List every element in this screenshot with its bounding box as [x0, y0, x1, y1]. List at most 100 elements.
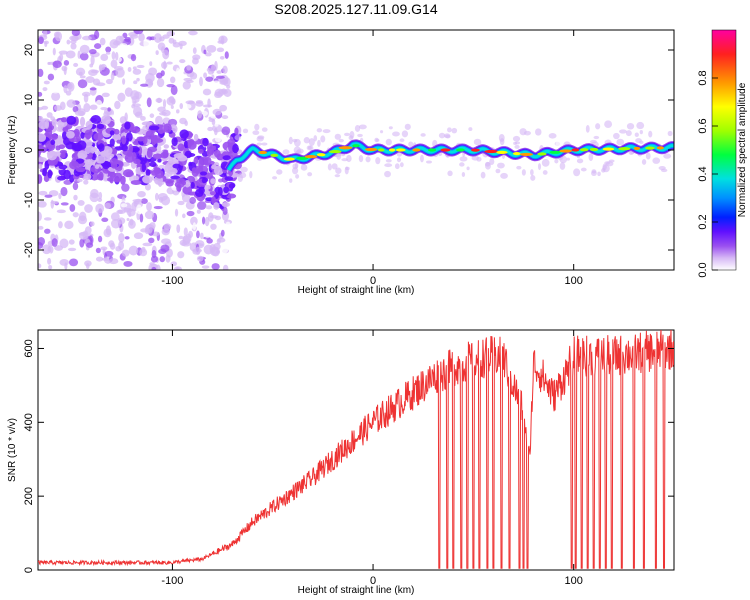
heatmap-cell [77, 79, 88, 89]
heatmap-cell [129, 126, 141, 134]
heatmap-cell [140, 83, 149, 87]
heatmap-cell [365, 156, 371, 163]
heatmap-cell [214, 136, 222, 143]
heatmap-cell [124, 121, 131, 130]
heatmap-cell [193, 36, 198, 43]
heatmap-cell [451, 127, 458, 134]
heatmap-peak [258, 150, 268, 155]
heatmap-cell [117, 209, 123, 214]
heatmap-cell [149, 113, 155, 118]
heatmap-cell [153, 33, 162, 43]
heatmap-cell [114, 100, 121, 110]
heatmap-cell [124, 152, 135, 163]
heatmap-cell [71, 35, 79, 42]
heatmap-peak [456, 148, 465, 152]
heatmap-cell [38, 200, 47, 208]
heatmap-cell [56, 209, 66, 214]
heatmap-cell [101, 217, 109, 222]
heatmap-cell [121, 249, 130, 257]
heatmap-cell [155, 264, 161, 270]
heatmap-cell [133, 232, 144, 240]
heatmap-cell [95, 155, 106, 164]
snr-xlabel: Height of straight line (km) [298, 585, 415, 596]
heatmap-cell [320, 135, 326, 143]
heatmap-cell [177, 154, 188, 162]
heatmap-cell [516, 165, 522, 170]
heatmap-peak [656, 146, 664, 150]
heatmap-cell [192, 47, 197, 55]
heatmap-cell [204, 216, 210, 227]
heatmap-cell [604, 120, 613, 129]
heatmap-peak [412, 148, 421, 152]
heatmap-cell [114, 66, 124, 71]
heatmap-cell [98, 191, 103, 200]
heatmap-cell [199, 232, 204, 240]
heatmap-peak [427, 148, 437, 152]
heatmap-cell [132, 103, 141, 107]
colorbar-tick-label: 0.2 [697, 214, 709, 229]
heatmap-cell [109, 242, 116, 250]
heatmap-cell [132, 147, 140, 152]
heatmap-cell [399, 162, 404, 168]
heatmap-cell [73, 225, 80, 231]
heatmap-cell [93, 222, 101, 228]
heatmap-cell [213, 127, 218, 136]
heatmap-cell [156, 72, 163, 79]
heatmap-cell [220, 229, 225, 237]
heatmap-cell [188, 138, 195, 146]
heatmap-cell [49, 133, 59, 141]
heatmap-cell [38, 133, 47, 142]
heatmap-cell [90, 188, 99, 199]
heatmap-cell [648, 130, 653, 138]
heatmap-cell [293, 146, 301, 155]
heatmap-cell [170, 261, 178, 267]
heatmap-cell [52, 60, 62, 69]
heatmap-cell [214, 122, 219, 127]
heatmap-cell [38, 263, 42, 269]
heatmap-cell [399, 138, 405, 143]
heatmap-cell [85, 120, 93, 130]
heatmap-cell [237, 174, 243, 183]
heatmap-cell [222, 65, 228, 74]
heatmap-cell [166, 61, 173, 65]
heatmap-cell [300, 164, 308, 171]
heatmap-cell [95, 82, 106, 87]
heatmap-cell [316, 128, 323, 133]
heatmap-cell [338, 138, 344, 143]
heatmap-cell [77, 199, 85, 206]
heatmap-cell [44, 194, 53, 198]
heatmap-cell [138, 32, 145, 42]
heatmap-cell [101, 92, 110, 98]
heatmap-cell [84, 129, 92, 140]
heatmap-peak [283, 157, 295, 161]
heatmap-cell [126, 217, 130, 222]
heatmap-cell [38, 190, 48, 196]
heatmap-cell [392, 131, 400, 137]
heatmap-cell [344, 166, 349, 175]
heatmap-cell [57, 124, 63, 132]
heatmap-cell [105, 51, 111, 55]
heatmap-cell [196, 255, 204, 262]
heatmap-cell [74, 110, 85, 116]
heatmap-cell [541, 159, 550, 167]
heatmap-cell [177, 143, 185, 152]
heatmap-cell [384, 163, 393, 168]
heatmap-cell [228, 183, 235, 189]
heatmap-cell [61, 65, 68, 72]
heatmap-cell [288, 136, 293, 145]
heatmap-cell [57, 175, 66, 181]
heatmap-cell [196, 201, 207, 210]
heatmap-cell [47, 61, 51, 66]
heatmap-cell [327, 163, 332, 171]
heatmap-cell [170, 76, 176, 84]
heatmap-cell [521, 169, 526, 176]
heatmap-cell [105, 225, 111, 236]
heatmap-cell [190, 181, 195, 189]
heatmap-cell [128, 143, 133, 154]
heatmap-cell [95, 247, 101, 254]
heatmap-cell [602, 164, 610, 173]
heatmap-peak [512, 152, 521, 156]
heatmap-cell [38, 237, 46, 246]
heatmap-cell [190, 216, 198, 226]
heatmap-cell [142, 136, 148, 145]
